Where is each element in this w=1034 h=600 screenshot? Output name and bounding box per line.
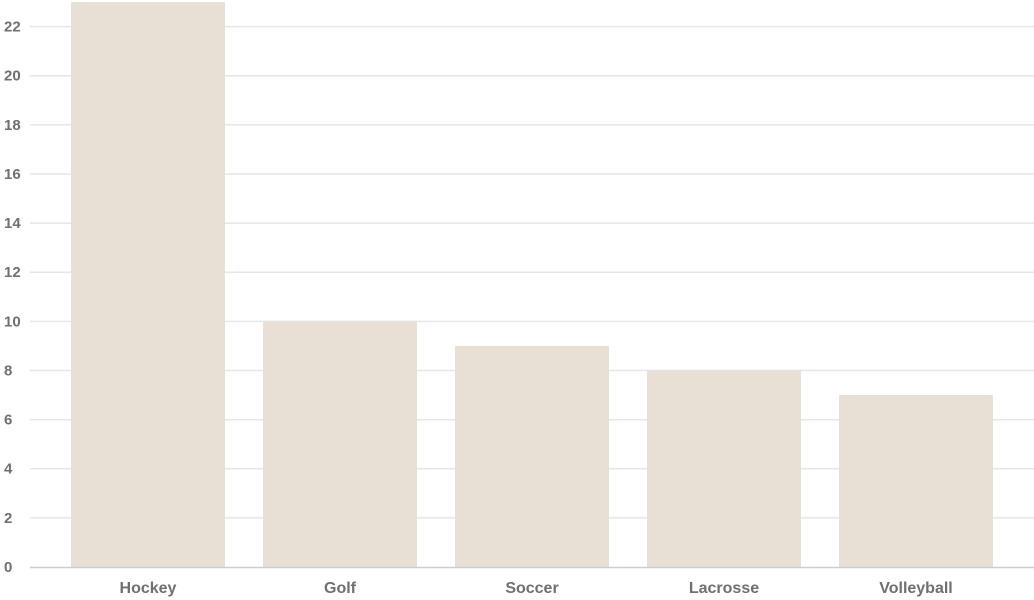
x-axis-ticks: Hockey Golf Soccer Lacrosse Volleyball xyxy=(120,580,953,597)
y-tick-label: 8 xyxy=(4,362,12,379)
y-tick-label: 16 xyxy=(4,166,21,183)
y-tick-label: 10 xyxy=(4,313,21,330)
bar-golf xyxy=(263,321,417,567)
x-tick-label: Soccer xyxy=(505,580,558,597)
x-tick-label: Volleyball xyxy=(879,580,953,597)
bars xyxy=(71,2,993,567)
y-tick-label: 14 xyxy=(4,215,21,232)
x-tick-label: Golf xyxy=(324,580,357,597)
y-tick-label: 2 xyxy=(4,510,12,527)
y-tick-label: 4 xyxy=(4,461,13,478)
y-tick-label: 12 xyxy=(4,264,21,281)
y-tick-label: 22 xyxy=(4,19,21,36)
y-tick-label: 18 xyxy=(4,117,21,134)
bar-lacrosse xyxy=(647,370,801,567)
y-tick-label: 20 xyxy=(4,68,21,85)
bar-volleyball xyxy=(839,395,993,567)
bar-soccer xyxy=(455,345,609,567)
y-tick-label: 0 xyxy=(4,559,12,576)
x-tick-label: Lacrosse xyxy=(689,580,759,597)
x-tick-label: Hockey xyxy=(120,580,177,597)
bar-hockey xyxy=(71,2,225,567)
y-tick-label: 6 xyxy=(4,412,12,429)
y-axis-ticks: 0 2 4 6 8 10 12 14 16 18 20 22 xyxy=(4,19,21,576)
